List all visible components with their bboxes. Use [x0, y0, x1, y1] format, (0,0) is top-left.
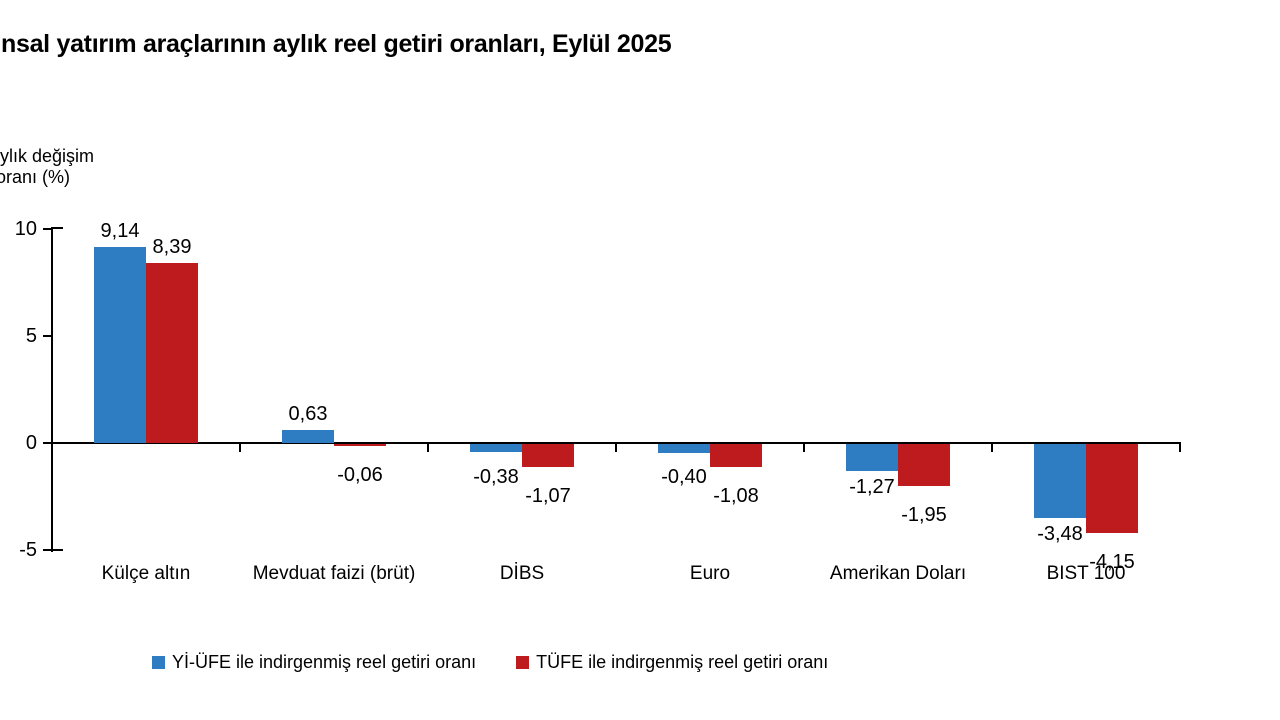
legend-label-tufe: TÜFE ile indirgenmiş reel getiri oranı — [536, 652, 829, 672]
y-axis-line — [51, 228, 53, 552]
y-axis-title-line2: oranı (%) — [0, 167, 71, 187]
category-label: Amerikan Doları — [829, 563, 967, 584]
category-label: BIST 100 — [1046, 563, 1126, 584]
bar-value-label: -0,40 — [661, 466, 707, 488]
bar-value-label: -1,07 — [525, 484, 571, 507]
bar — [898, 444, 950, 486]
y-tick-label: 0 — [25, 432, 37, 454]
category-label: Euro — [689, 563, 731, 584]
bar — [1034, 444, 1086, 519]
legend-swatch-blue — [152, 656, 165, 669]
bar-value-label: 8,39 — [152, 236, 192, 259]
bar — [146, 263, 198, 443]
bar-value-label: -1,27 — [849, 476, 895, 499]
y-axis-title: ylık değişim oranı (%) — [0, 146, 94, 188]
bar — [522, 444, 574, 467]
y-axis-top-cap — [51, 227, 63, 229]
bar — [282, 429, 334, 443]
x-axis-line — [51, 442, 1181, 444]
bar-value-label: 9,14 — [100, 220, 140, 243]
bar — [334, 444, 386, 446]
category-label: Mevduat faizi (brüt) — [252, 563, 416, 584]
bar-value-label: -1,95 — [901, 503, 947, 526]
y-tick — [43, 549, 51, 551]
bar-value-label: -0,38 — [473, 466, 519, 488]
bar-value-label: -0,06 — [337, 463, 383, 486]
bar-value-label: -3,48 — [1037, 523, 1083, 546]
bar — [1086, 444, 1138, 533]
x-tick — [803, 444, 805, 452]
bar-value-label: -4,15 — [1089, 550, 1135, 573]
legend-item-tufe: TÜFE ile indirgenmiş reel getiri oranı — [516, 652, 828, 673]
y-axis-title-line1: ylık değişim — [0, 146, 95, 166]
legend: Yİ-ÜFE ile indirgenmiş reel getiri oranı… — [152, 652, 828, 673]
bar — [658, 444, 710, 453]
legend-swatch-red — [516, 656, 530, 669]
category-label: DİBS — [499, 563, 545, 584]
legend-label-yiufe: Yİ-ÜFE ile indirgenmiş reel getiri oranı — [172, 652, 477, 672]
y-axis-bottom-cap — [51, 549, 63, 551]
bar — [710, 444, 762, 468]
legend-item-yiufe: Yİ-ÜFE ile indirgenmiş reel getiri oranı — [152, 652, 476, 673]
y-tick — [43, 442, 51, 444]
category-label: Külçe altın — [101, 563, 191, 584]
y-tick-label: -5 — [19, 539, 37, 561]
bar-value-label: 0,63 — [288, 402, 328, 425]
x-tick — [615, 444, 617, 452]
bar — [94, 247, 146, 443]
bar — [846, 444, 898, 472]
x-tick — [991, 444, 993, 452]
y-tick — [43, 335, 51, 337]
y-tick-label: 10 — [14, 218, 37, 240]
x-tick — [1179, 444, 1181, 452]
x-tick — [239, 444, 241, 452]
bar — [470, 444, 522, 453]
y-tick — [43, 228, 51, 230]
chart-title: nsal yatırım araçlarının aylık reel geti… — [1, 30, 672, 58]
y-tick-label: 5 — [25, 325, 37, 347]
bar-value-label: -1,08 — [713, 485, 759, 508]
x-tick — [427, 444, 429, 452]
